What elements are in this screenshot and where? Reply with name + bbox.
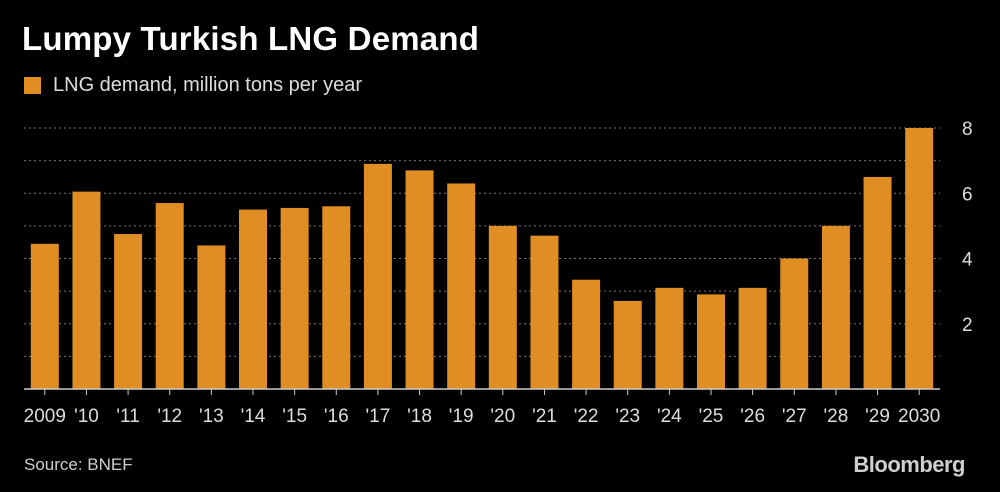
bars — [30, 128, 934, 389]
bar — [738, 287, 767, 389]
bar — [697, 294, 725, 389]
bar — [655, 287, 684, 389]
legend-label: LNG demand, million tons per year — [53, 74, 363, 96]
bar — [280, 207, 309, 389]
y-tick-label: 2 — [962, 315, 973, 336]
bar — [363, 163, 392, 389]
x-tick-label: '29 — [865, 406, 890, 427]
bar — [114, 234, 143, 389]
legend-swatch — [24, 77, 41, 94]
x-tick-label: '16 — [324, 406, 349, 427]
x-tick-label: '27 — [782, 406, 807, 427]
bar — [780, 258, 809, 389]
bar — [197, 245, 226, 389]
y-tick-label: 6 — [962, 184, 973, 205]
x-tick-label: '12 — [157, 406, 182, 427]
bar — [530, 235, 559, 389]
x-tick-label: '22 — [574, 406, 599, 427]
x-tick-label: '10 — [74, 406, 99, 427]
x-tick-label: '20 — [490, 406, 515, 427]
x-tick-label: '14 — [241, 406, 266, 427]
bar — [905, 128, 934, 389]
legend: LNG demand, million tons per year — [24, 74, 362, 97]
bar — [863, 176, 892, 389]
bar — [72, 191, 101, 389]
bar — [239, 209, 267, 389]
bar — [572, 279, 601, 389]
x-tick-label: '26 — [740, 406, 765, 427]
x-tick-label: '18 — [407, 406, 432, 427]
x-tick-label: '15 — [282, 406, 307, 427]
bar — [30, 243, 59, 389]
y-tick-label: 4 — [962, 250, 973, 271]
x-tick-label: '24 — [657, 406, 682, 427]
y-tick-label: 8 — [962, 119, 973, 140]
x-tick-label: '19 — [449, 406, 474, 427]
axes: 2 4 6 8 2009 '10 '11 '12 '13 '14 '15 '16 '17 '18 '19 '2… — [24, 119, 973, 427]
x-tick-label: 2009 — [24, 406, 66, 427]
bar — [447, 183, 476, 389]
x-tick-label: '25 — [699, 406, 724, 427]
bar — [322, 206, 351, 389]
bar — [488, 225, 517, 389]
x-tick-label: '21 — [532, 406, 557, 427]
bar — [405, 170, 434, 389]
bloomberg-logo: Bloomberg — [853, 452, 965, 477]
x-tick-label: '17 — [366, 406, 391, 427]
bar — [613, 300, 642, 389]
bar — [821, 225, 850, 389]
chart-title: Lumpy Turkish LNG Demand — [22, 20, 480, 57]
x-tick-label: 2030 — [898, 406, 940, 427]
x-tick-label: '13 — [199, 406, 224, 427]
source-note: Source: BNEF — [24, 455, 133, 474]
x-tick-label: '11 — [116, 406, 139, 427]
bar — [155, 203, 184, 389]
x-tick-label: '23 — [615, 406, 640, 427]
x-tick-label: '28 — [824, 406, 849, 427]
